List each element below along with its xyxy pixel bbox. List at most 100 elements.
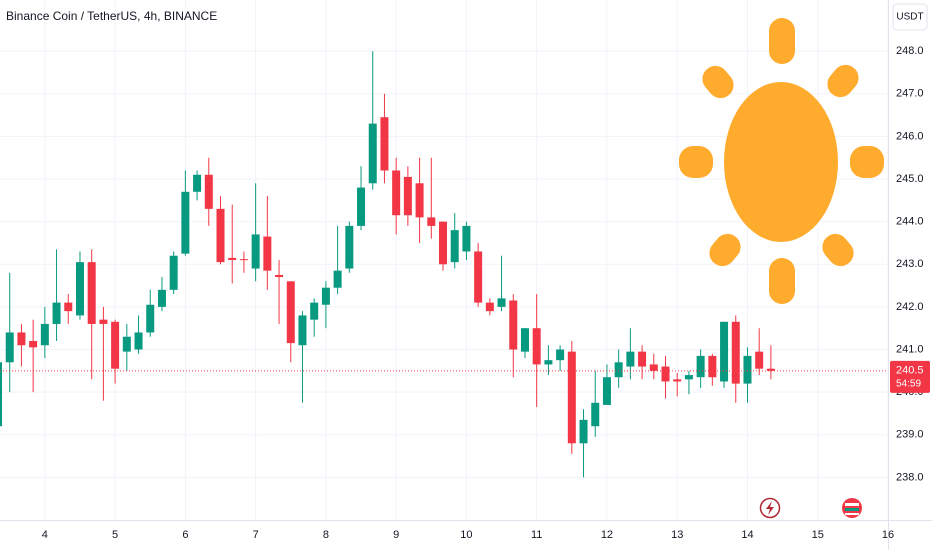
candle-body [17, 332, 26, 346]
candle-body [40, 323, 49, 346]
last-price-label: 240.5 [896, 365, 924, 377]
chart-title: Binance Coin / TetherUS, 4h, BINANCE [6, 9, 217, 23]
candle-body [5, 332, 14, 363]
candle-body [275, 274, 284, 278]
y-tick-label: 246.0 [896, 130, 924, 142]
candles [0, 51, 775, 478]
candle-body [415, 183, 424, 218]
candle-body [614, 362, 623, 378]
candle-body [708, 355, 717, 378]
candle-body [0, 362, 3, 427]
y-tick-label: 242.0 [896, 301, 924, 313]
sun-drawing [679, 18, 884, 304]
y-tick-label: 241.0 [896, 343, 924, 355]
x-tick-label: 11 [531, 529, 542, 541]
candle-body [766, 368, 775, 371]
x-tick-label: 9 [393, 529, 399, 541]
currency-label: USDT [896, 12, 923, 23]
x-tick-label: 5 [112, 529, 118, 541]
y-tick-label: 245.0 [896, 173, 924, 185]
x-tick-label: 12 [601, 529, 613, 541]
candle-body [251, 234, 260, 269]
candle-body [532, 328, 541, 365]
candle-body [380, 117, 389, 171]
candle-body [204, 174, 213, 209]
candle-body [193, 174, 202, 192]
x-tick-label: 14 [741, 529, 753, 541]
countdown-label: 54:59 [896, 378, 921, 389]
candle-body [673, 379, 682, 382]
candle-body [602, 377, 611, 405]
candle-body [509, 300, 518, 350]
candle-body [146, 304, 155, 333]
candle-body [520, 328, 529, 352]
candle-body [216, 208, 225, 263]
x-tick-label: 10 [460, 529, 472, 541]
candle-body [731, 321, 740, 384]
candle-body [75, 262, 84, 316]
x-tick-label: 15 [812, 529, 824, 541]
candle-body [134, 332, 143, 350]
lightning-icon[interactable] [759, 497, 781, 519]
candle-body [64, 302, 73, 312]
candle-body [579, 419, 588, 444]
x-tick-label: 13 [671, 529, 683, 541]
candle-body [99, 319, 108, 324]
x-tick-label: 7 [253, 529, 259, 541]
candle-body [239, 259, 248, 261]
candle-body [743, 355, 752, 384]
candle-body [427, 217, 436, 226]
candle-body [392, 170, 401, 216]
candle-body [684, 375, 693, 380]
candle-body [626, 351, 635, 367]
candle-body [368, 123, 377, 184]
candle-body [567, 351, 576, 444]
candle-body [310, 302, 319, 320]
flag-icon[interactable] [842, 498, 862, 518]
y-tick-label: 238.0 [896, 471, 924, 483]
candle-body [661, 366, 670, 382]
candle-body [439, 221, 448, 265]
candle-body [333, 270, 342, 288]
candle-body [157, 289, 166, 307]
x-tick-label: 16 [882, 529, 894, 541]
last-price-box [890, 360, 930, 393]
candle-body [474, 251, 483, 303]
y-tick-label: 239.0 [896, 429, 924, 441]
y-tick-label: 244.0 [896, 216, 924, 228]
candle-body [544, 360, 553, 365]
candle-body [591, 402, 600, 427]
y-tick-label: 247.0 [896, 88, 924, 100]
x-tick-label: 4 [42, 529, 48, 541]
y-tick-label: 243.0 [896, 258, 924, 270]
candle-body [29, 340, 38, 348]
candle-body [357, 187, 366, 226]
candle-body [403, 176, 412, 216]
candle-body [263, 236, 272, 271]
y-tick-label: 248.0 [896, 45, 924, 57]
x-tick-label: 6 [182, 529, 188, 541]
candle-body [228, 257, 237, 260]
candle-body [485, 302, 494, 312]
candle-body [111, 321, 120, 369]
candle-body [321, 287, 330, 305]
candle-body [87, 262, 96, 324]
candle-body [52, 302, 61, 324]
candle-body [638, 351, 647, 367]
candle-body [497, 298, 506, 307]
candle-body [649, 364, 658, 371]
candle-body [286, 281, 295, 344]
candle-body [755, 351, 764, 369]
candle-body [462, 225, 471, 252]
candle-body [298, 315, 307, 346]
candle-body [450, 230, 459, 263]
candle-body [122, 336, 131, 352]
candle-body [345, 225, 354, 269]
currency-button[interactable] [892, 3, 928, 31]
candle-body [169, 255, 178, 290]
candle-body [696, 355, 705, 378]
candle-body [556, 349, 565, 361]
x-tick-label: 8 [323, 529, 329, 541]
candle-body [720, 321, 729, 382]
